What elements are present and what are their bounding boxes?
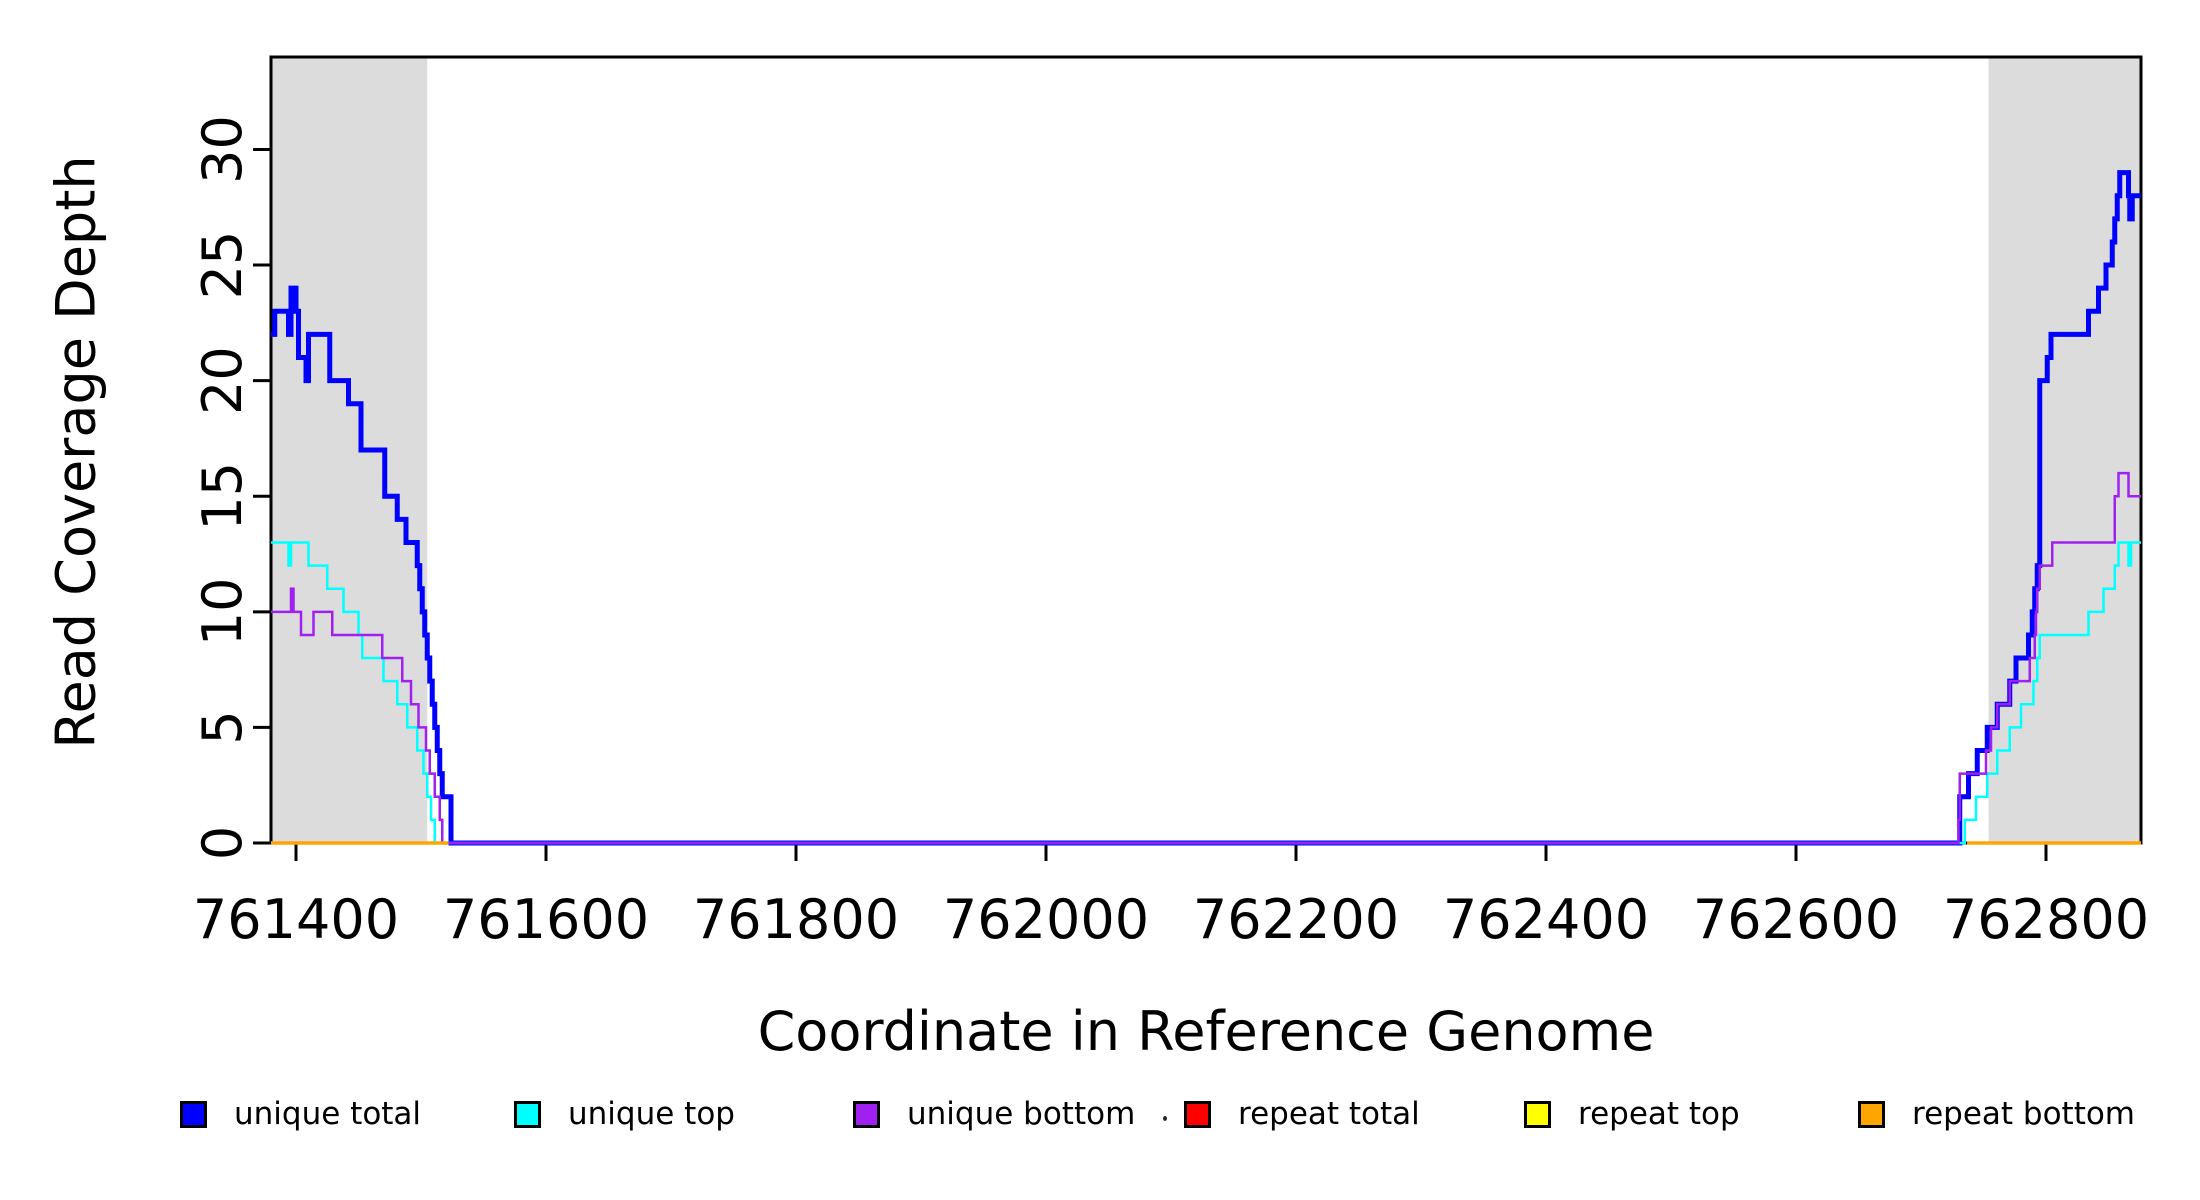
series-unique-bottom-line bbox=[271, 471, 2141, 845]
y-tick-label-20: 20 bbox=[191, 346, 254, 415]
legend-swatch-unique-total bbox=[180, 1100, 207, 1128]
x-tick-label-762200: 762200 bbox=[1193, 888, 1399, 951]
y-tick-label-30: 30 bbox=[191, 115, 254, 184]
legend-label-unique-top: unique top bbox=[568, 1096, 735, 1132]
legend-swatch-repeat-top bbox=[1524, 1100, 1551, 1128]
legend-item-unique-total: unique total bbox=[180, 1096, 421, 1132]
x-tick-label-762400: 762400 bbox=[1443, 888, 1649, 951]
legend-swatch-unique-top bbox=[514, 1100, 541, 1128]
legend-label-unique-bottom: unique bottom bbox=[907, 1096, 1136, 1132]
left-repeat-region-band bbox=[271, 57, 428, 843]
x-tick-label-761600: 761600 bbox=[443, 888, 649, 951]
legend-label-repeat-bottom: repeat bottom bbox=[1912, 1096, 2136, 1132]
legend-swatch-unique-bottom bbox=[853, 1100, 880, 1128]
y-tick-label-0: 0 bbox=[191, 826, 254, 860]
legend-item-unique-top: unique top bbox=[514, 1096, 735, 1132]
y-tick-label-10: 10 bbox=[191, 577, 254, 646]
legend-item-repeat-total: repeat total bbox=[1184, 1096, 1420, 1132]
y-tick-label-25: 25 bbox=[191, 231, 254, 300]
x-tick-label-762000: 762000 bbox=[943, 888, 1149, 951]
x-tick-label-762600: 762600 bbox=[1693, 888, 1899, 951]
x-tick-label-761800: 761800 bbox=[693, 888, 899, 951]
legend-label-repeat-top: repeat top bbox=[1578, 1096, 1740, 1132]
y-tick-label-5: 5 bbox=[191, 710, 254, 744]
x-tick-label-761400: 761400 bbox=[193, 888, 399, 951]
legend-swatch-repeat-bottom bbox=[1858, 1100, 1885, 1128]
stray-dot bbox=[1163, 1116, 1167, 1121]
legend-item-unique-bottom: unique bottom bbox=[853, 1096, 1135, 1132]
legend-item-repeat-bottom: repeat bottom bbox=[1858, 1096, 2135, 1132]
legend-label-unique-total: unique total bbox=[234, 1096, 422, 1132]
x-axis-title: Coordinate in Reference Genome bbox=[757, 1000, 1655, 1063]
legend-item-repeat-top: repeat top bbox=[1524, 1096, 1740, 1132]
series-unique-total-line bbox=[271, 170, 2141, 846]
plot-border bbox=[269, 55, 2143, 845]
series-unique-top-line bbox=[271, 541, 2141, 845]
legend-swatch-repeat-total bbox=[1184, 1100, 1211, 1128]
y-axis-title: Read Coverage Depth bbox=[44, 155, 108, 749]
right-repeat-region-band bbox=[1988, 57, 2141, 843]
x-tick-label-762800: 762800 bbox=[1943, 888, 2149, 951]
legend-label-repeat-total: repeat total bbox=[1238, 1096, 1420, 1132]
y-tick-label-15: 15 bbox=[191, 462, 254, 531]
